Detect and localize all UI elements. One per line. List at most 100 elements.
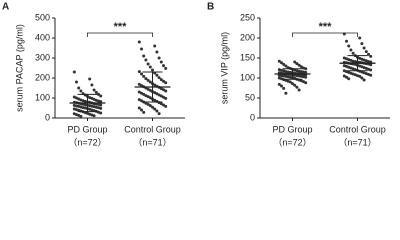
- data-point: [364, 50, 368, 54]
- data-point: [159, 78, 163, 82]
- y-axis-label: serum VIP (pg/ml): [219, 32, 229, 104]
- mean-sd-bar: [339, 55, 376, 72]
- data-point: [148, 65, 152, 69]
- data-point: [146, 78, 150, 82]
- significance-label: ***: [319, 21, 333, 33]
- x-tick-sublabel: （n=71）: [338, 137, 376, 147]
- data-point: [88, 77, 92, 81]
- data-point: [79, 114, 83, 118]
- data-point: [151, 68, 154, 72]
- data-point: [140, 108, 143, 112]
- y-tick-label: 200: [240, 32, 255, 42]
- data-point: [142, 92, 146, 96]
- data-point: [137, 82, 141, 86]
- data-point: [142, 110, 146, 114]
- mean-sd-bar: [134, 71, 171, 103]
- data-point: [162, 103, 165, 107]
- data-point: [137, 98, 141, 102]
- data-point: [153, 98, 157, 102]
- data-point: [302, 80, 305, 84]
- significance-bracket: [87, 32, 153, 37]
- data-point: [342, 74, 346, 78]
- data-point: [72, 70, 76, 74]
- data-point: [99, 94, 103, 98]
- data-point: [282, 86, 286, 90]
- x-tick-label: Control Group: [329, 124, 386, 134]
- y-tick-label: 400: [35, 32, 50, 42]
- y-tick-label: 150: [240, 52, 255, 62]
- y-tick-label: 250: [240, 12, 255, 22]
- data-point: [304, 81, 308, 85]
- x-tick-label: Control Group: [124, 124, 181, 134]
- significance-bracket: [292, 32, 358, 37]
- data-point: [295, 85, 299, 89]
- data-point: [367, 52, 370, 56]
- data-point: [360, 42, 364, 46]
- data-point: [347, 44, 351, 48]
- data-point: [297, 88, 301, 92]
- data-point: [155, 50, 159, 54]
- data-point: [284, 91, 288, 95]
- data-point: [157, 112, 161, 116]
- data-point: [137, 70, 141, 74]
- data-point: [164, 81, 168, 85]
- data-point: [164, 104, 168, 108]
- data-point: [146, 102, 150, 106]
- data-point: [146, 62, 150, 66]
- data-point: [277, 82, 281, 86]
- data-point: [97, 92, 100, 96]
- data-point: [99, 111, 103, 115]
- data-point: [144, 58, 148, 62]
- data-point: [284, 64, 288, 68]
- data-point: [137, 40, 141, 44]
- data-point: [159, 87, 163, 91]
- data-point: [369, 68, 373, 72]
- data-point: [99, 103, 103, 107]
- data-point: [159, 102, 163, 106]
- data-point: [92, 114, 96, 118]
- data-point: [77, 86, 81, 90]
- data-point: [164, 96, 168, 100]
- data-point: [146, 87, 150, 91]
- data-point: [358, 74, 362, 78]
- data-point: [362, 46, 366, 50]
- data-point: [280, 84, 283, 88]
- y-tick-label: 0: [250, 112, 255, 122]
- data-point: [157, 56, 161, 60]
- y-tick-label: 500: [35, 12, 50, 22]
- data-point: [345, 39, 348, 43]
- data-point: [360, 76, 364, 80]
- data-point: [99, 106, 103, 110]
- data-point: [79, 89, 83, 93]
- y-tick-label: 200: [35, 72, 50, 82]
- mean-sd-bar: [69, 93, 106, 113]
- data-point: [295, 62, 299, 66]
- data-point: [144, 77, 148, 81]
- data-point: [137, 90, 141, 94]
- data-point: [148, 96, 152, 100]
- data-point: [155, 73, 159, 77]
- data-point: [140, 72, 143, 76]
- data-point: [162, 95, 165, 99]
- significance-label: ***: [114, 21, 128, 33]
- y-tick-label: 100: [240, 72, 255, 82]
- data-point: [157, 76, 161, 80]
- data-point: [164, 66, 168, 70]
- y-tick-label: 300: [35, 52, 50, 62]
- data-point: [146, 95, 150, 99]
- data-point: [369, 73, 373, 77]
- data-point: [362, 78, 366, 82]
- data-point: [369, 54, 373, 58]
- data-point: [293, 60, 297, 64]
- data-point: [345, 75, 348, 79]
- data-point: [155, 92, 159, 96]
- data-point: [140, 91, 143, 95]
- y-tick-label: 50: [245, 92, 255, 102]
- x-tick-sublabel: （n=72）: [68, 137, 106, 147]
- data-point: [349, 48, 353, 52]
- data-point: [162, 79, 165, 83]
- data-point: [151, 105, 154, 109]
- data-point: [153, 107, 157, 111]
